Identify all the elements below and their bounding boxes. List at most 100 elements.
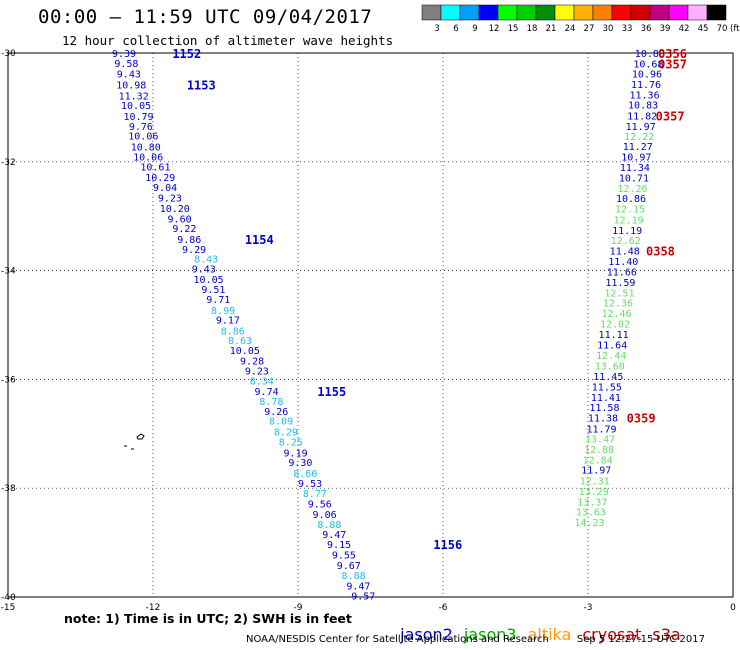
units-note: note: 1) Time is in UTC; 2) SWH is in fe… (64, 611, 352, 626)
swh-point-jason2: 9.67 (337, 561, 361, 572)
swh-point-jason2: 10.05 (121, 101, 151, 112)
swh-point-jason2: 8.34 (250, 376, 274, 387)
swh-point-jason2: 8.60 (293, 469, 317, 480)
swh-point-jason2: 10.80 (131, 143, 161, 154)
swh-point-jason3: 11.11 (599, 330, 629, 341)
swh-point-jason3: 10.97 (621, 152, 651, 163)
swh-point-jason2: 8.09 (269, 417, 293, 428)
swh-point-jason3: 10.86 (616, 194, 646, 205)
grid (8, 53, 733, 597)
swh-point-jason3: 11.19 (612, 226, 642, 237)
footer-timestamp: Sep 5 12:27:15 UTC 2017 (576, 634, 705, 645)
swh-point-jason3: 13.37 (577, 497, 607, 508)
swh-point-jason3: 11.79 (586, 424, 616, 435)
footer-credit: NOAA/NESDIS Center for Satellite Applica… (246, 634, 549, 645)
legend-jason2: jason2 (400, 625, 453, 644)
colorbar-swatch (573, 4, 594, 21)
swh-point-jason2: 8.29 (274, 428, 298, 439)
swh-point-jason2: 10.05 (230, 346, 260, 357)
colorbar-tick: 12 (489, 24, 500, 34)
swh-point-jason3: 11.48 (610, 246, 640, 257)
swh-point-jason2: 9.74 (255, 387, 279, 398)
swh-point-jason3: 12.22 (624, 132, 654, 143)
data-labels: 9.399.589.4310.9811.3210.0510.799.7610.0… (112, 49, 665, 602)
footer: NOAA/NESDIS Center for Satellite Applica… (246, 634, 705, 645)
colorbar-tick: 39 (660, 24, 671, 34)
colorbar-swatch (649, 4, 670, 21)
page-subtitle: 12 hour collection of altimeter wave hei… (62, 33, 394, 48)
x-tick-label: -6 (439, 603, 448, 613)
swh-point-jason3: 13.60 (595, 361, 625, 372)
swh-point-jason3: 11.97 (626, 122, 656, 133)
swh-point-jason3: 11.64 (597, 341, 627, 352)
swh-point-jason3: 12.26 (617, 184, 647, 195)
swh-point-jason3: 11.41 (591, 393, 621, 404)
pass-label: 0356 (658, 47, 687, 61)
swh-point-jason2: 9.60 (168, 214, 192, 225)
swh-point-jason2: 8.88 (342, 571, 366, 582)
colorbar-tick: 33 (622, 24, 633, 34)
pass-label: 0358 (646, 244, 675, 258)
swh-point-jason2: 9.51 (201, 285, 225, 296)
colorbar-swatch (497, 4, 518, 21)
swh-point-jason3: 12.31 (580, 477, 610, 488)
swh-point-jason3: 12.19 (614, 215, 644, 226)
swh-point-jason2: 9.19 (284, 448, 308, 459)
x-tick-label: -3 (584, 603, 593, 613)
swh-point-jason2: 9.76 (129, 122, 153, 133)
swh-point-jason2: 8.77 (303, 489, 327, 500)
mission-legend: jason2 jason3 altika cryosat s3a (390, 606, 692, 644)
swh-point-jason3: 11.27 (623, 142, 653, 153)
swh-point-jason2: 9.17 (216, 316, 240, 327)
swh-point-jason3: 12.88 (584, 445, 614, 456)
colorbar-tick: 36 (641, 24, 652, 34)
swh-point-jason3: 12.51 (604, 288, 634, 299)
swh-point-jason2: 9.86 (177, 235, 201, 246)
swh-point-jason3: 11.38 (588, 413, 618, 424)
swh-point-jason2: 10.29 (145, 173, 175, 184)
swh-point-jason2: 10.06 (133, 152, 163, 163)
plot-frame (7, 52, 734, 598)
swh-point-jason3: 12.84 (583, 455, 613, 466)
pass-label: 1155 (317, 385, 346, 399)
colorbar-swatch (630, 4, 651, 21)
swh-point-jason3: 10.71 (619, 174, 649, 185)
colorbar-tick: 45 (698, 24, 709, 34)
colorbar-swatch (421, 4, 442, 21)
colorbar-swatch (459, 4, 480, 21)
swh-point-jason2: 9.55 (332, 551, 356, 562)
y-tick-label: -34 (1, 267, 16, 277)
x-tick-label: 0 (730, 603, 736, 613)
swh-point-jason3: 10.80 (635, 49, 665, 60)
colorbar-tick: 6 (453, 24, 458, 34)
swh-point-jason3: 10.96 (632, 70, 662, 81)
colorbar-tick: 70 (717, 24, 728, 34)
swh-point-jason3: 12.36 (603, 299, 633, 310)
swh-point-jason2: 9.06 (313, 510, 337, 521)
swh-point-jason2: 9.29 (182, 245, 206, 256)
swh-point-jason3: 10.68 (633, 59, 663, 70)
colorbar-swatch (706, 4, 727, 21)
swh-point-jason3: 11.36 (629, 90, 659, 101)
swh-point-jason3: 11.59 (605, 278, 635, 289)
x-tick-label: -15 (1, 603, 16, 613)
swh-point-jason2: 8.63 (228, 336, 252, 347)
colorbar-unit: (ft) (730, 24, 740, 34)
swh-point-jason2: 8.43 (194, 255, 218, 266)
swh-point-jason3: 12.46 (601, 309, 631, 320)
pass-label: 1153 (187, 79, 216, 93)
swh-point-jason3: 11.40 (608, 257, 638, 268)
plot-border (7, 52, 734, 598)
swh-point-jason2: 10.61 (140, 163, 170, 174)
pass-label: 0357 (658, 57, 687, 71)
pass-label: 1156 (433, 538, 462, 552)
swh-point-jason3: 13.29 (579, 487, 609, 498)
pass-label: 1154 (245, 233, 274, 247)
swh-point-jason2: 9.43 (192, 264, 216, 275)
swh-point-jason2: 9.23 (245, 367, 269, 378)
swh-point-jason2: 9.22 (172, 224, 196, 235)
swh-point-jason2: 9.47 (346, 582, 370, 593)
colorbar-swatch (668, 4, 689, 21)
swh-point-jason2: 9.28 (240, 356, 264, 367)
